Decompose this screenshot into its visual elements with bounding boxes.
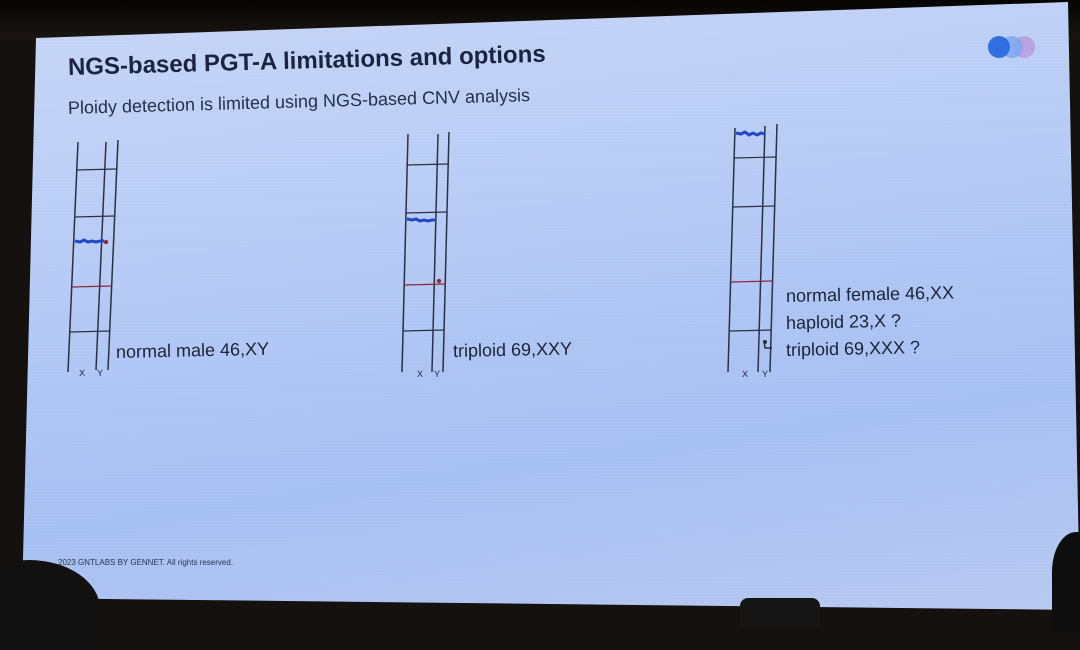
audience-shoulder-silhouette	[1052, 532, 1080, 632]
cnv-plot-ambiguous	[727, 123, 778, 373]
panel-label-normal-male: normal male 46,XY	[115, 338, 270, 362]
y-chromosome-marker	[436, 278, 442, 284]
cnv-signal-line	[735, 130, 766, 137]
axis-tick-x: X	[416, 368, 424, 379]
axis-tick-x: X	[741, 368, 749, 379]
logo-circle-blue	[988, 36, 1010, 58]
cnv-signal-line	[74, 238, 104, 244]
projection-screen: NGS-based PGT-A limitations and options …	[22, 2, 1080, 610]
panel-label-triploid-xxy: triploid 69,XXY	[452, 338, 573, 361]
axis-tick-y: Y	[761, 368, 769, 379]
cnv-plot-normal-male	[67, 139, 119, 373]
stage-equipment	[740, 598, 820, 628]
axis-tick-y: Y	[96, 367, 104, 378]
slide-footer: 2023 GNTLABS BY GENNET. All rights reser…	[58, 558, 234, 567]
cnv-plot-triploid-xxy	[401, 131, 450, 373]
panel-label-haploid: haploid 23,X ?	[785, 310, 902, 333]
panel-label-triploid-xxx: triploid 69,XXX ?	[785, 337, 921, 360]
axis-tick-y: Y	[433, 368, 441, 379]
company-logo	[988, 36, 1035, 58]
y-chromosome-marker	[103, 239, 109, 245]
axis-tick-x: X	[78, 367, 86, 378]
panel-label-normal-female: normal female 46,XX	[785, 282, 955, 306]
cnv-plots	[67, 123, 778, 373]
cnv-signal-line	[406, 217, 436, 223]
